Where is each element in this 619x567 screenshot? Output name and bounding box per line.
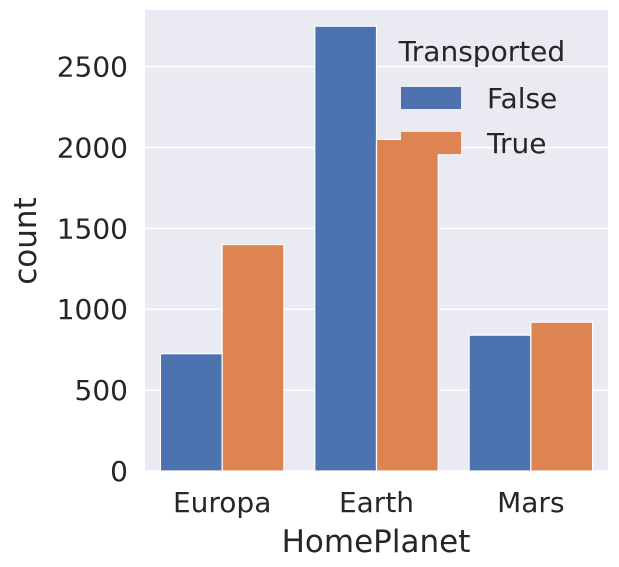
legend-swatch-false [401,87,461,109]
bar-europa-true [221,243,285,472]
y-tick-label: 1500 [57,212,128,245]
legend-label-true: True [486,127,546,160]
bar-earth-true [375,138,439,472]
legend-label-false: False [487,82,557,115]
y-tick-label: 500 [75,374,128,407]
y-tick-label: 0 [110,455,128,488]
bar-mars-false [468,334,532,472]
legend-items: False True [401,82,557,160]
x-tick-label: Europa [173,486,271,519]
y-tick-label: 2000 [57,131,128,164]
x-tick-labels: Europa Earth Mars [173,486,565,519]
x-tick-label: Earth [339,486,414,519]
legend-title: Transported [398,35,565,68]
x-tick-label: Mars [497,486,564,519]
legend-swatch-true [401,132,461,154]
y-tick-label: 1000 [57,293,128,326]
y-axis-label: count [8,197,44,284]
bar-earth-false [314,25,378,472]
legend: Transported False True [398,35,565,160]
bars [159,25,594,472]
x-axis-label: HomePlanet [282,524,471,560]
bar-europa-false [159,353,223,472]
y-tick-labels: 0 500 1000 1500 2000 2500 [57,51,128,488]
y-tick-label: 2500 [57,51,128,84]
bar-mars-true [530,321,594,472]
